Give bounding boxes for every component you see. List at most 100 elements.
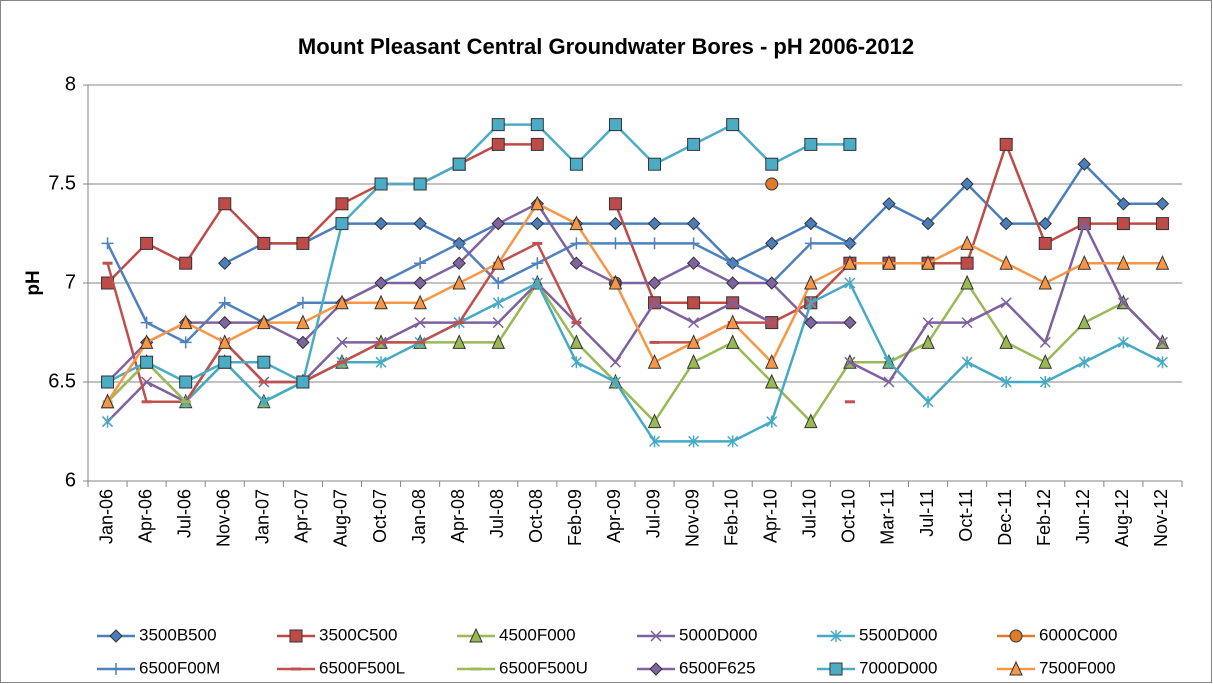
marker (1038, 216, 1052, 231)
marker (218, 296, 231, 309)
marker (414, 317, 426, 329)
series-line (106, 202, 1163, 403)
marker (139, 334, 154, 349)
marker (725, 334, 740, 349)
marker (882, 255, 896, 270)
marker (452, 274, 466, 290)
marker (179, 336, 192, 349)
marker (179, 256, 193, 270)
marker (609, 376, 621, 388)
marker (922, 317, 934, 329)
marker (570, 237, 583, 250)
marker (648, 157, 662, 171)
marker (491, 118, 505, 132)
marker (1116, 197, 1131, 211)
marker (140, 316, 153, 329)
legend-label: 6500F00M (139, 658, 220, 677)
marker (804, 315, 818, 330)
marker (648, 237, 661, 250)
marker (883, 356, 895, 369)
x-tick-label: Oct-08 (526, 489, 546, 543)
marker (102, 415, 114, 428)
x-tick-label: Nov-12 (1151, 489, 1171, 547)
legend-label: 3500C500 (319, 625, 397, 644)
marker (109, 629, 123, 643)
x-tick-label: Jan-07 (253, 489, 273, 544)
marker (531, 257, 544, 270)
marker (766, 415, 778, 428)
marker (765, 177, 779, 191)
marker (688, 317, 700, 329)
marker (1116, 217, 1130, 231)
marker (764, 354, 779, 369)
x-tick-label: Jan-06 (96, 489, 116, 544)
marker (1155, 217, 1169, 231)
marker (1000, 376, 1012, 388)
marker (140, 355, 154, 369)
x-tick-label: Jan-08 (409, 489, 429, 544)
marker (374, 177, 388, 191)
x-tick-label: Jul-09 (643, 489, 663, 538)
marker (101, 375, 115, 389)
x-tick-label: Nov-06 (214, 489, 234, 547)
x-tick-label: Nov-09 (682, 489, 702, 547)
x-tick-label: Oct-11 (956, 489, 976, 542)
marker (218, 256, 232, 270)
marker (805, 296, 817, 309)
y-tick-label: 7 (65, 271, 76, 293)
marker (1116, 255, 1131, 270)
marker (1038, 354, 1053, 369)
marker (1077, 314, 1092, 330)
marker (257, 236, 271, 250)
marker (452, 256, 466, 270)
marker (296, 296, 309, 309)
marker (492, 277, 505, 289)
marker (961, 356, 973, 369)
marker (491, 255, 506, 270)
marker (1117, 297, 1129, 309)
marker (961, 317, 973, 329)
marker (649, 297, 661, 309)
legend-label: 7000D000 (859, 658, 937, 677)
marker (804, 237, 817, 250)
marker (258, 395, 270, 408)
marker (296, 335, 310, 350)
x-tick-label: Mar-11 (878, 489, 898, 545)
marker (289, 629, 303, 643)
marker (335, 197, 349, 211)
marker (686, 216, 701, 231)
marker (843, 237, 856, 250)
x-tick-label: Apr-09 (604, 489, 624, 543)
x-tick-label: Apr-10 (761, 489, 781, 543)
legend-label: 6500F625 (679, 658, 756, 677)
y-tick-label: 8 (65, 73, 76, 95)
marker (374, 294, 388, 310)
legend-label: 6500F500U (499, 658, 588, 677)
marker (530, 195, 545, 211)
marker (725, 276, 740, 290)
x-tick-label: Jun-12 (1073, 489, 1093, 544)
marker (999, 216, 1013, 231)
marker (413, 294, 427, 310)
x-tick-label: Feb-10 (721, 489, 741, 546)
marker (608, 274, 623, 290)
marker (883, 376, 895, 388)
marker (844, 277, 856, 289)
marker (804, 137, 818, 151)
marker (1117, 336, 1129, 349)
marker (999, 334, 1013, 349)
x-tick-label: Jul-06 (174, 489, 194, 538)
marker (882, 197, 896, 211)
marker (1039, 376, 1051, 388)
series (101, 118, 857, 389)
marker (374, 216, 388, 231)
marker (999, 137, 1013, 151)
marker (1077, 255, 1092, 270)
marker (649, 435, 661, 448)
marker (492, 317, 504, 329)
x-tick-label: Feb-09 (565, 489, 585, 546)
marker (686, 256, 701, 270)
marker (725, 314, 740, 330)
marker (218, 315, 232, 330)
marker (829, 662, 843, 676)
